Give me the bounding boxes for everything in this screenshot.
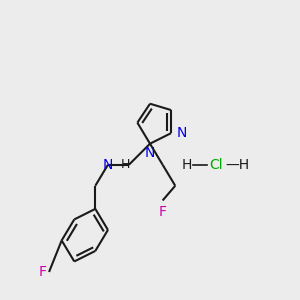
Text: N: N — [145, 146, 155, 160]
Text: H: H — [182, 158, 192, 172]
Text: N: N — [176, 126, 187, 140]
Text: —H: —H — [226, 158, 250, 172]
Text: H: H — [121, 158, 130, 171]
Text: F: F — [159, 205, 167, 219]
Text: Cl: Cl — [209, 158, 223, 172]
Text: N: N — [103, 158, 113, 172]
Text: F: F — [39, 265, 47, 279]
